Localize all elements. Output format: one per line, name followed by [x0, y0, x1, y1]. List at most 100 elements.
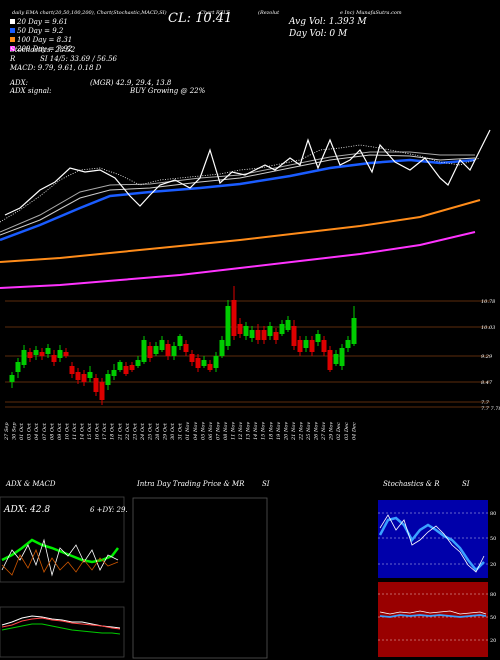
- date-tick-label: 28 Oct: [155, 422, 161, 441]
- price-axis-label: 8.47: [481, 380, 493, 386]
- candle-body: [309, 340, 315, 352]
- stoch-panel-title: Stochastics & R: [383, 480, 440, 488]
- date-tick-label: 08 Oct: [49, 422, 55, 440]
- date-tick-label: 15 Nov: [261, 422, 267, 440]
- date-tick-label: 26 Nov: [314, 422, 320, 441]
- adx-value-label: ADX: 42.8: [3, 505, 50, 515]
- adx-panel-title: ADX & MACD: [6, 480, 56, 488]
- date-tick-label: 02 Dec: [336, 422, 342, 440]
- si-tick-label: 80: [490, 592, 496, 598]
- stochastic-panel-bg: [378, 500, 488, 578]
- intraday-panel-frame: [132, 497, 268, 659]
- si-signal-line: [379, 614, 487, 618]
- candle-body: [9, 375, 15, 382]
- ema100-line: [0, 199, 481, 263]
- candle-body: [195, 358, 201, 368]
- date-tick-label: 14 Oct: [80, 422, 86, 440]
- macd-panel-frame: [0, 606, 125, 658]
- minus-di-line: [1, 548, 119, 576]
- stoch-panel-si: SI: [462, 480, 470, 488]
- date-tick-label: 22 Oct: [125, 422, 131, 441]
- candle-body: [69, 366, 75, 374]
- price-axis-label: 7.7 7.78: [481, 406, 500, 412]
- adx-readout-value: (MGR) 42.9, 29.4, 13.8: [90, 79, 172, 87]
- candle-body: [255, 330, 261, 340]
- ma-label-200: 200 Day = 7.92: [10, 45, 72, 53]
- date-tick-label: 06 Nov: [208, 422, 214, 440]
- si-line: [379, 610, 487, 615]
- date-tick-label: 30 Sep: [12, 422, 18, 440]
- price-axis-label: 10.03: [481, 325, 495, 331]
- candle-body: [117, 362, 123, 370]
- price-axis-label: 10.78: [481, 299, 495, 305]
- candle-body: [351, 318, 357, 344]
- r-readout: R: [10, 55, 16, 63]
- date-tick-label: 14 Nov: [253, 422, 259, 440]
- si-tick-label: 20: [490, 638, 496, 644]
- candle-body: [273, 332, 279, 340]
- candle-body: [39, 352, 45, 356]
- ema50-swatch: [10, 28, 15, 33]
- date-tick-label: 07 Oct: [42, 422, 48, 440]
- candle-body: [45, 348, 51, 354]
- macd-histogram-line: [1, 623, 121, 635]
- date-tick-label: 20 Nov: [283, 422, 289, 441]
- candle-body: [201, 360, 207, 366]
- candle-body: [243, 326, 249, 336]
- date-tick-label: 15 Oct: [87, 422, 93, 440]
- date-tick-label: 27 Nov: [321, 422, 327, 441]
- candle-body: [321, 340, 327, 352]
- intra-panel-si: SI: [262, 480, 270, 488]
- candle-body: [165, 344, 171, 356]
- candle-body: [291, 326, 297, 346]
- ma-label-20: 20 Day = 9.61: [10, 18, 68, 26]
- candle-body: [189, 354, 195, 362]
- candle-body: [285, 320, 291, 330]
- price-axis-label: 9.29: [481, 354, 493, 360]
- ema200-swatch: [10, 46, 15, 51]
- date-tick-label: 18 Nov: [268, 422, 274, 440]
- date-tick-label: 21 Oct: [117, 422, 123, 441]
- ema-companion-line-b: [0, 151, 475, 233]
- close-price-label: CL: 10.41: [168, 11, 233, 26]
- adx-readout-label: ADX:: [10, 79, 29, 87]
- price-chart: 10.78 10.03 9.29 8.47 7.77.7 7.78 27 Sep 30 Se…: [0, 129, 500, 441]
- candle-body: [57, 350, 63, 358]
- price-axis-label: 7.7: [481, 400, 490, 406]
- candle-body: [261, 330, 267, 340]
- candle-body: [171, 346, 177, 356]
- avg-volume-label: Avg Vol: 1.393 M: [289, 17, 367, 27]
- date-tick-label: 11 Nov: [231, 422, 237, 440]
- candle-body: [99, 382, 105, 400]
- candle-body: [159, 340, 165, 350]
- date-tick-label: 19 Nov: [276, 422, 282, 440]
- date-tick-label: 29 Oct: [163, 422, 169, 441]
- stochastic-k-line: [378, 516, 485, 572]
- ticker-label: Chart RZLT: [200, 10, 230, 16]
- date-tick-label: 23 Oct: [132, 422, 138, 441]
- macd-readout: MACD: 9.79, 9.61, 0.18 D: [10, 64, 102, 72]
- macd-signal-line: [1, 617, 121, 630]
- macd-line: [1, 615, 121, 629]
- candle-body: [231, 300, 237, 336]
- date-tick-label: 30 Oct: [170, 422, 176, 440]
- date-tick-label: 22 Nov: [298, 422, 304, 441]
- intra-panel-title: Intra Day Trading Price & MR: [137, 480, 245, 488]
- adx-signal-label: ADX signal:: [10, 87, 52, 95]
- candle-body: [333, 354, 339, 364]
- candle-body: [147, 346, 153, 358]
- ema20-swatch: [10, 19, 15, 24]
- candle-body: [87, 372, 93, 378]
- company-label-a: (Rezolut: [258, 10, 280, 16]
- plus-di-line: [1, 538, 119, 577]
- ema200-line: [0, 231, 476, 289]
- candle-body: [27, 352, 33, 358]
- ema20-dotted-line: [0, 144, 481, 223]
- close-price-line: [4, 129, 491, 216]
- candle-body: [207, 364, 213, 370]
- stochastic-tick-label: 50: [490, 536, 496, 542]
- candle-body: [15, 362, 21, 372]
- date-tick-label: 29 Nov: [329, 422, 335, 441]
- candle-body: [177, 336, 183, 346]
- date-tick-label: 09 Oct: [57, 422, 63, 440]
